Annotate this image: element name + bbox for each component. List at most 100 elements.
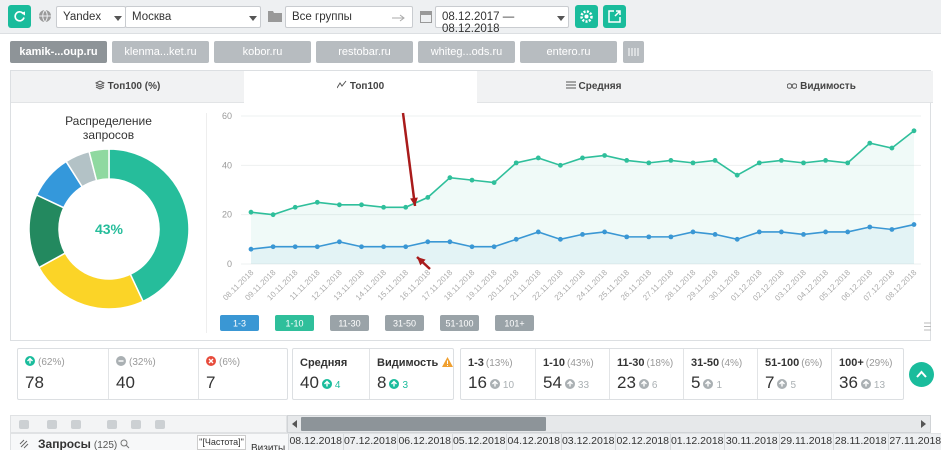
point [513,236,519,242]
glyph [705,380,712,387]
tab-label: Топ100 (%) [107,81,161,92]
glyph [336,80,347,89]
range-button[interactable] [385,315,424,331]
legend-button-label[interactable]: 1-10 [285,319,303,329]
value-row: 40 [116,373,138,393]
engine-select[interactable]: Yandex [56,6,126,28]
glyph [39,9,51,23]
panel-tab[interactable]: Видимость [710,71,933,103]
site-tab[interactable]: kamik-...oup.ru [10,41,107,63]
status-icon [389,379,400,389]
date-label: 28.11.2018 [834,435,887,447]
glyph [640,380,647,387]
point [359,244,364,250]
area [251,224,914,264]
range-cell: 100+ (29%) 36 13 [831,349,905,399]
point [381,244,386,250]
group-select-text: Все группы [292,11,352,23]
range-button-label[interactable]: 51-100 [445,319,473,329]
value-row: 40 4 [300,373,340,393]
panel-tab[interactable]: Топ100 (%) [11,71,244,103]
delta: 10 [502,380,515,391]
metric-cell: Средняя 40 4 [293,349,369,399]
site-tab[interactable]: klenma...ket.ru [112,41,209,63]
delta: 13 [873,380,886,391]
percent: (4%) [721,358,743,369]
point [801,160,806,166]
region-select[interactable]: Москва [125,6,261,28]
date-label: 29.11.2018 [780,435,833,447]
point [845,229,851,235]
settings-button[interactable] [575,5,598,28]
cell-head: 100+ (29%) [839,357,892,369]
site-tab[interactable]: restobar.ru [316,41,413,63]
cell-head: 31-50 (4%) [691,357,742,369]
point [668,158,674,163]
site-tab[interactable]: kobor.ru [214,41,311,63]
chart-menu-icon[interactable] [924,322,931,331]
chevron-icon [916,370,927,378]
site-tab[interactable]: entero.ru [520,41,617,63]
caret [557,16,565,21]
range-button-label[interactable]: 101+ [504,319,524,329]
glyph [120,439,130,449]
legend-button[interactable] [275,315,314,331]
query-header: Запросы (125) [38,437,130,450]
delta: 1 [716,380,723,391]
point [403,204,409,210]
value: 8 [377,373,387,392]
engine-select-text: Yandex [63,11,102,23]
percent: (6%) [219,357,241,368]
range-cell: 51-100 (6%) 7 5 [757,349,831,399]
point [823,158,828,163]
date-range[interactable]: 08.12.2017 — 08.12.2018 [435,6,569,35]
glyph [131,420,141,429]
point [779,158,784,163]
range-button[interactable] [330,315,369,331]
metric-label: Средняя [300,357,348,369]
y-tick-label: 0 [227,259,232,269]
legend-button-label[interactable]: 1-3 [233,319,246,329]
date-label: 02.12.2018 [616,435,670,447]
cell-head: Видимость [377,357,454,369]
link-icon [19,439,29,449]
more-icon [628,48,639,56]
point [292,204,298,210]
legend-button[interactable] [220,315,259,331]
point [558,162,563,168]
value: 7 [206,373,216,392]
value: 54 [543,373,562,392]
refresh-button[interactable] [8,5,31,28]
site-name: entero.ru [546,46,591,58]
annotation-arrowhead [410,197,418,206]
panel-tab[interactable]: Топ100 [244,71,477,103]
scroll-handle[interactable] [301,417,546,431]
panel-tab[interactable]: Средняя [477,71,710,103]
range-button-label[interactable]: 31-50 [393,319,416,329]
export-button[interactable] [603,5,626,28]
point [425,239,431,245]
glyph [580,10,593,23]
glyph [392,14,405,22]
site-tab[interactable]: whiteg...ods.ru [418,41,515,63]
range-button[interactable] [495,315,534,331]
point [756,229,762,235]
value: 5 [691,373,701,392]
value: 40 [116,373,135,392]
ranges-box: 1-3 (13%) 16 10 1-10 (43%) 54 33 11-30 (18%) 23 6 31… [460,348,904,400]
range-button[interactable] [440,315,479,331]
date-header: 08.12.2018 [288,434,343,450]
percent: (18%) [646,358,674,369]
range-button-label[interactable]: 11-30 [338,319,360,329]
point [447,239,453,245]
group-select[interactable]: Все группы [285,6,413,28]
more-sites-button[interactable] [623,41,644,63]
chart-panel: Топ100 (%) Топ100 Средняя Видимость Распреде… [10,70,933,341]
y-tick-label: 20 [222,210,232,220]
scroll-top-button[interactable] [909,362,934,387]
percent: (43%) [567,358,594,369]
value-row: 16 10 [468,373,514,393]
date-label: 03.12.2018 [561,435,615,447]
center-label: 43% [95,221,124,237]
frequency-header[interactable]: "[Частота]" [197,435,246,450]
